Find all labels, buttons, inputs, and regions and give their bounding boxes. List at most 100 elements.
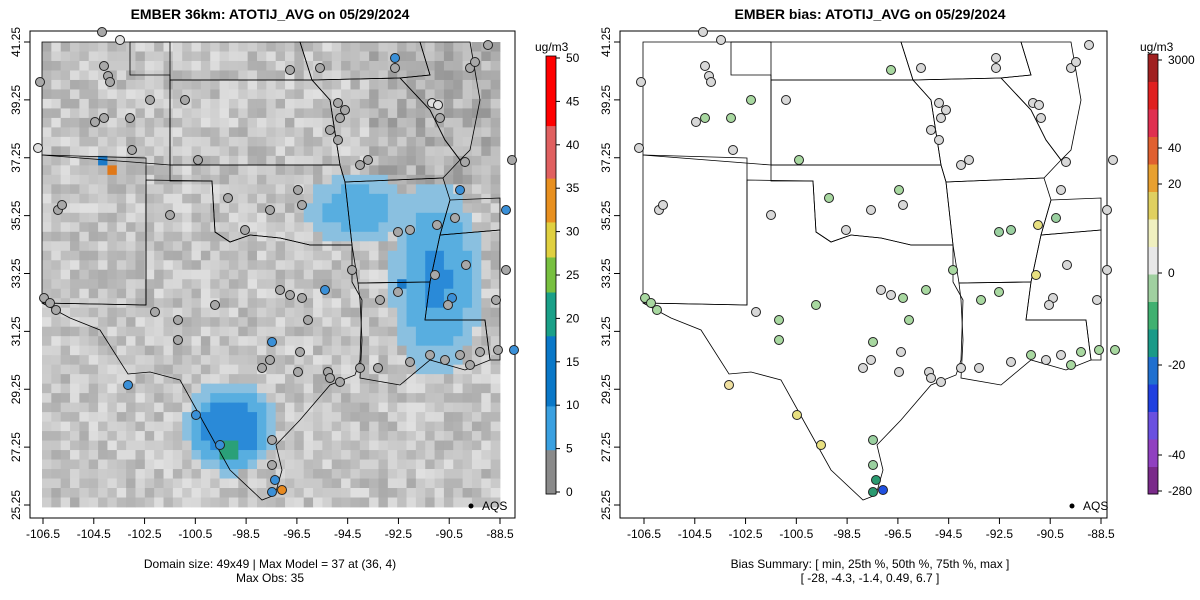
station-marker bbox=[726, 113, 736, 123]
station-marker bbox=[265, 355, 275, 365]
station-marker bbox=[868, 487, 878, 497]
station-marker bbox=[994, 227, 1004, 237]
station-marker bbox=[941, 105, 951, 115]
y-tick-label: 37.25 bbox=[9, 142, 23, 172]
colorbar-tick-label: -280 bbox=[1168, 484, 1192, 498]
station-marker bbox=[335, 377, 345, 387]
station-marker bbox=[393, 227, 403, 237]
station-marker bbox=[223, 193, 233, 203]
station-marker bbox=[894, 367, 904, 377]
station-marker bbox=[1071, 57, 1081, 67]
station-marker bbox=[405, 225, 415, 235]
station-marker bbox=[936, 377, 946, 387]
y-tick-label: 39.25 bbox=[599, 85, 613, 115]
y-tick-label: 37.25 bbox=[599, 142, 613, 172]
station-marker bbox=[507, 155, 517, 165]
station-marker bbox=[868, 337, 878, 347]
colorbar-tick-label: 50 bbox=[566, 51, 580, 65]
x-tick-label: -106.5 bbox=[26, 527, 60, 541]
station-marker bbox=[105, 77, 115, 87]
station-marker bbox=[1044, 300, 1054, 310]
station-marker bbox=[824, 193, 834, 203]
station-marker bbox=[1006, 225, 1016, 235]
left-colorbar-unit: ug/m3 bbox=[535, 40, 569, 54]
station-marker bbox=[295, 347, 305, 357]
state-boundaries bbox=[41, 41, 501, 501]
station-marker bbox=[173, 315, 183, 325]
bias-summary-values: [ -28, -4.3, -1.4, 0.49, 6.7 ] bbox=[800, 571, 940, 585]
station-marker bbox=[373, 363, 383, 373]
station-marker bbox=[293, 185, 303, 195]
station-marker bbox=[275, 285, 285, 295]
station-marker bbox=[33, 143, 43, 153]
station-marker bbox=[1061, 157, 1071, 167]
station-marker bbox=[746, 95, 756, 105]
station-marker bbox=[475, 347, 485, 357]
station-marker bbox=[956, 160, 966, 170]
station-marker bbox=[964, 155, 974, 165]
y-tick-label: 25.25 bbox=[9, 490, 23, 520]
right-footer: Bias Summary: [ min, 25th %, 50th %, 75t… bbox=[620, 557, 1120, 585]
station-marker bbox=[716, 35, 726, 45]
left-plot-frame bbox=[29, 30, 516, 519]
station-marker bbox=[936, 113, 946, 123]
colorbar-tick-label: 30 bbox=[566, 225, 580, 239]
y-tick-label: 41.25 bbox=[599, 27, 613, 57]
station-marker bbox=[1066, 360, 1076, 370]
station-marker bbox=[267, 337, 277, 347]
station-marker bbox=[355, 160, 365, 170]
station-marker bbox=[460, 157, 470, 167]
left-map-title: EMBER 36km: ATOTIJ_AVG on 05/29/2024 bbox=[130, 6, 410, 22]
station-marker bbox=[430, 270, 440, 280]
colorbar-tick-label: 20 bbox=[1168, 177, 1182, 191]
station-marker bbox=[1036, 113, 1046, 123]
y-tick-label: 35.25 bbox=[9, 200, 23, 230]
y-tick-label: 31.25 bbox=[599, 316, 613, 346]
x-tick-label: -106.5 bbox=[627, 527, 661, 541]
station-marker bbox=[191, 410, 201, 420]
x-tick-label: -98.5 bbox=[232, 527, 260, 541]
station-marker bbox=[493, 345, 503, 355]
station-markers bbox=[634, 27, 1120, 497]
x-tick-label: -90.5 bbox=[1037, 527, 1065, 541]
station-marker bbox=[277, 485, 287, 495]
aqs-legend-label: AQS bbox=[482, 499, 507, 513]
station-marker bbox=[1026, 350, 1036, 360]
y-tick-label: 29.25 bbox=[599, 374, 613, 404]
colorbar-tick-label: 40 bbox=[1168, 141, 1182, 155]
colorbar-tick-label: 3000 bbox=[1168, 53, 1195, 67]
x-tick-label: -88.5 bbox=[486, 527, 514, 541]
x-tick-label: -94.5 bbox=[935, 527, 963, 541]
station-marker bbox=[991, 63, 1001, 73]
station-marker bbox=[1033, 220, 1043, 230]
station-marker bbox=[320, 285, 330, 295]
station-marker bbox=[646, 298, 656, 308]
left-map: -106.5 -104.5 -102.5 -100.5 -98.5 -96.5 -94.5 -… bbox=[9, 27, 519, 541]
right-map-title: EMBER bias: ATOTIJ_AVG on 05/29/2024 bbox=[734, 6, 1006, 22]
station-marker bbox=[700, 113, 710, 123]
station-marker bbox=[894, 185, 904, 195]
station-marker bbox=[904, 315, 914, 325]
station-marker bbox=[270, 475, 280, 485]
left-footer: Domain size: 49x49 | Max Model = 37 at (… bbox=[40, 557, 500, 585]
station-marker bbox=[51, 305, 61, 315]
station-marker bbox=[878, 485, 888, 495]
station-marker bbox=[976, 295, 986, 305]
station-marker bbox=[257, 363, 267, 373]
station-marker bbox=[150, 307, 160, 317]
station-marker bbox=[483, 40, 493, 50]
station-marker bbox=[634, 143, 644, 153]
x-axis-ticks: -106.5 -104.5 -102.5 -100.5 -98.5 -96.5 -94.5 -… bbox=[627, 518, 1115, 541]
station-marker bbox=[210, 300, 220, 310]
station-marker bbox=[792, 410, 802, 420]
station-marker bbox=[841, 225, 851, 235]
station-marker bbox=[450, 213, 460, 223]
station-marker bbox=[165, 210, 175, 220]
x-tick-label: -94.5 bbox=[334, 527, 362, 541]
station-marker bbox=[876, 285, 886, 295]
y-axis-ticks: 41.25 39.25 37.25 35.25 33.25 31.25 29.25 27.25… bbox=[9, 27, 30, 520]
x-tick-label: -90.5 bbox=[436, 527, 464, 541]
right-map: -106.5 -104.5 -102.5 -100.5 -98.5 -96.5 -94.5 -… bbox=[599, 27, 1120, 541]
